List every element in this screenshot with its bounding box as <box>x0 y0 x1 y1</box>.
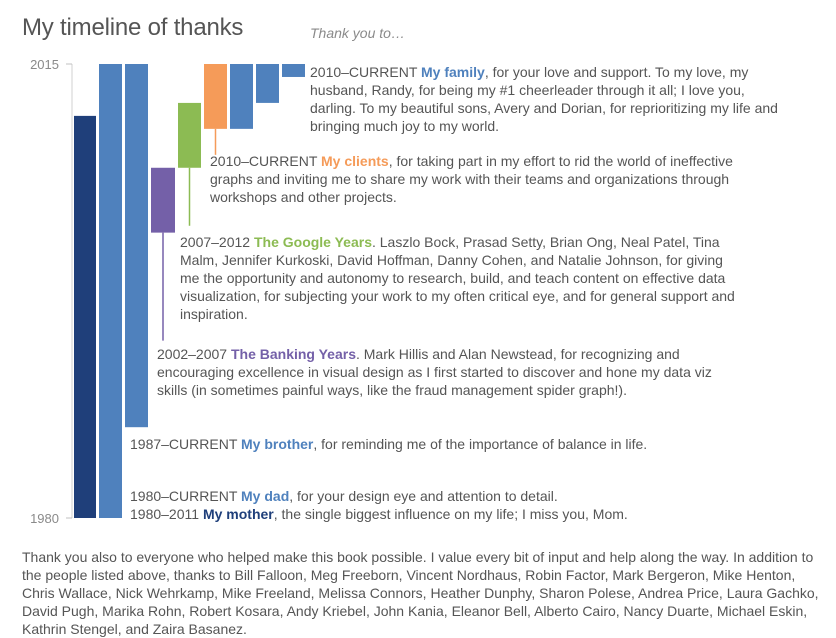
note-my-mother: 1980–2011 My mother, the single biggest … <box>130 505 780 523</box>
y-tick-label: 2015 <box>30 57 59 72</box>
note-label: My mother <box>202 506 274 522</box>
note-banking-years: 2002–2007 The Banking Years. Mark Hillis… <box>157 345 737 399</box>
note-text: . Laszlo Bock, Prasad Setty, Brian Ong, … <box>180 234 735 322</box>
note-period: 2007–2012 <box>180 234 251 250</box>
note-text: , the single biggest influence on my lif… <box>273 506 628 522</box>
note-text: , for your design eye and attention to d… <box>289 488 558 504</box>
bar-my-family-step <box>256 64 279 103</box>
y-tick-label: 1980 <box>30 511 59 526</box>
note-my-clients: 2010–CURRENT My clients, for taking part… <box>210 152 770 206</box>
bar-the-google-years <box>178 102 201 168</box>
timeline-chart: 2015 1980 <box>30 57 305 526</box>
note-text: , for taking part in my effort to rid th… <box>210 153 733 205</box>
note-label: The Google Years <box>253 234 372 250</box>
note-label: The Banking Years <box>230 346 356 362</box>
leader-lines <box>162 128 217 341</box>
bar-my-mother <box>74 115 96 518</box>
note-period: 2010–CURRENT <box>210 153 318 169</box>
note-period: 1980–CURRENT <box>130 488 238 504</box>
bar-my-brother <box>125 64 148 428</box>
timeline-bars <box>74 64 305 518</box>
bar-my-family <box>230 64 253 129</box>
note-my-brother: 1987–CURRENT My brother, for reminding m… <box>130 435 780 453</box>
note-my-family: 2010–CURRENT My family, for your love an… <box>310 63 780 135</box>
note-period: 1980–2011 <box>130 506 200 522</box>
note-label: My brother <box>241 436 314 452</box>
note-period: 2002–2007 <box>157 346 228 362</box>
bar-my-clients <box>204 64 227 129</box>
note-period: 2010–CURRENT <box>310 64 418 80</box>
note-text: , for your love and support. To my love,… <box>310 64 778 134</box>
bar-my-dad <box>99 64 122 518</box>
note-label: My family <box>421 64 485 80</box>
bar-my-family-step <box>282 64 305 77</box>
note-text: , for reminding me of the importance of … <box>313 436 648 452</box>
note-text: . Mark Hillis and Alan Newstead, for rec… <box>157 346 712 398</box>
note-period: 1987–CURRENT <box>130 436 238 452</box>
note-google-years: 2007–2012 The Google Years. Laszlo Bock,… <box>180 233 740 323</box>
chart-subtitle: Thank you to… <box>310 25 405 41</box>
bar-the-banking-years <box>151 167 175 233</box>
note-my-dad: 1980–CURRENT My dad, for your design eye… <box>130 487 780 505</box>
y-axis: 2015 1980 <box>30 57 73 526</box>
note-label: My clients <box>321 153 389 169</box>
note-label: My dad <box>241 488 290 504</box>
footer-acknowledgements: Thank you also to everyone who helped ma… <box>22 549 819 637</box>
chart-title: My timeline of thanks <box>22 14 244 41</box>
